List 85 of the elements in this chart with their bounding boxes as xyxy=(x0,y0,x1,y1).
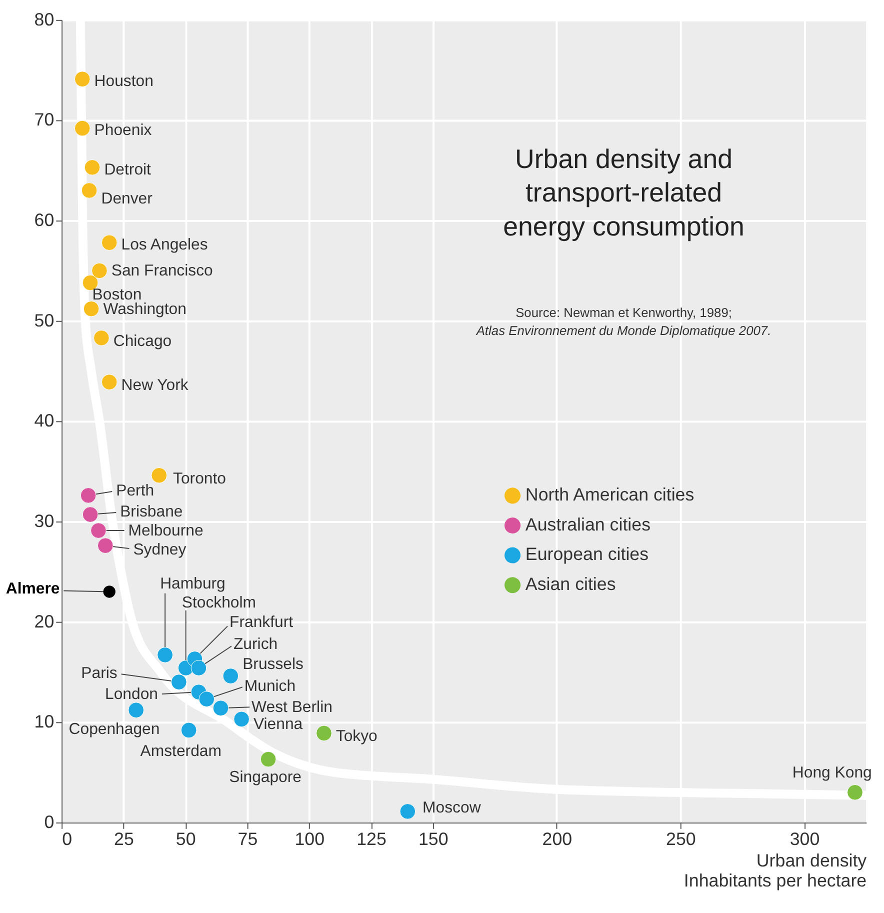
legend-label: Asian cities xyxy=(525,574,616,594)
legend-label: European cities xyxy=(525,544,649,564)
x-tick-label: 0 xyxy=(62,828,72,849)
y-tick-label: 40 xyxy=(34,410,54,431)
x-tick-label: 125 xyxy=(356,828,386,849)
annotation: Almere xyxy=(6,580,60,598)
point xyxy=(180,722,197,738)
point xyxy=(81,182,98,198)
point xyxy=(198,691,215,707)
point xyxy=(101,374,118,390)
annotation: Atlas Environnement du Monde Diplomatique 2007. xyxy=(475,322,772,338)
y-tick-label: 30 xyxy=(34,510,54,531)
y-tick-label: 60 xyxy=(34,210,54,230)
annotation: Frankfurt xyxy=(230,614,294,632)
x-tick-label: 100 xyxy=(294,828,325,849)
point xyxy=(83,300,100,317)
annotation: Sydney xyxy=(133,542,186,559)
annotation: Munich xyxy=(244,678,296,696)
point xyxy=(84,159,100,176)
annotation: Source: Newman et Kenworthy, 1989; xyxy=(516,304,732,320)
x-tick-label: 150 xyxy=(418,828,448,849)
annotation: Brussels xyxy=(242,656,304,674)
annotation: Copenhagen xyxy=(68,720,160,738)
annotation: Detroit xyxy=(104,161,152,178)
annotation: San Francisco xyxy=(111,262,214,280)
x-axis-title: Urban density Inhabitants per hectare xyxy=(684,850,867,891)
legend-label: North American cities xyxy=(525,484,694,505)
annotation: Amsterdam xyxy=(140,742,222,760)
y-tick-label: 0 xyxy=(44,812,54,832)
annotation: Singapore xyxy=(229,769,302,786)
point xyxy=(93,330,110,346)
annotation: Los Angeles xyxy=(121,236,208,254)
y-tick-label: 20 xyxy=(34,611,54,632)
annotation: New York xyxy=(121,377,188,394)
point xyxy=(128,702,144,718)
point xyxy=(74,71,90,88)
point xyxy=(80,487,96,504)
point xyxy=(92,262,108,279)
annotation: Zurich xyxy=(233,636,278,654)
annotation: Chicago xyxy=(113,332,172,350)
point xyxy=(151,467,168,484)
point xyxy=(157,647,173,663)
y-tick-label: 50 xyxy=(34,310,54,330)
point xyxy=(190,660,207,676)
point xyxy=(170,674,187,690)
legend-label: Australian cities xyxy=(525,514,651,534)
annotation: Brisbane xyxy=(120,503,183,520)
annotation: Vienna xyxy=(253,716,303,734)
point xyxy=(847,784,863,800)
point xyxy=(103,586,116,598)
x-tick-label: 50 xyxy=(176,828,196,849)
annotation: London xyxy=(105,686,158,704)
point xyxy=(222,668,239,684)
annotation: Melbourne xyxy=(128,522,204,540)
annotation: Paris xyxy=(81,665,118,682)
x-tick-label: 75 xyxy=(238,828,258,849)
annotation: Stockholm xyxy=(182,594,256,612)
point xyxy=(97,538,114,554)
annotation: Tokyo xyxy=(336,728,378,746)
annotation: Hong Kong xyxy=(792,764,872,782)
point xyxy=(82,506,98,522)
point xyxy=(101,234,118,251)
x-tick-label: 200 xyxy=(542,828,572,849)
x-tick-label: 25 xyxy=(114,828,134,849)
point xyxy=(400,804,416,820)
annotation: West Berlin xyxy=(252,699,332,716)
point xyxy=(316,725,332,742)
point xyxy=(212,700,229,716)
annotation: Houston xyxy=(94,73,154,90)
annotation: Toronto xyxy=(173,470,226,488)
y-tick-label: 70 xyxy=(34,110,54,130)
point xyxy=(234,711,250,728)
y-tick-label: 10 xyxy=(34,712,54,732)
point xyxy=(260,751,276,768)
annotation: Perth xyxy=(116,482,154,500)
x-tick-label: 250 xyxy=(666,828,696,849)
annotation: Hamburg xyxy=(160,575,226,592)
annotation: Denver xyxy=(101,190,154,208)
x-tick-label: 300 xyxy=(790,828,820,849)
annotation: Moscow xyxy=(422,799,482,816)
y-tick-label: 80 xyxy=(34,9,54,30)
point xyxy=(74,120,90,136)
text: Urban density and transport-related energy consumption xyxy=(503,144,744,242)
point xyxy=(90,522,106,538)
annotation: Phoenix xyxy=(94,122,152,140)
